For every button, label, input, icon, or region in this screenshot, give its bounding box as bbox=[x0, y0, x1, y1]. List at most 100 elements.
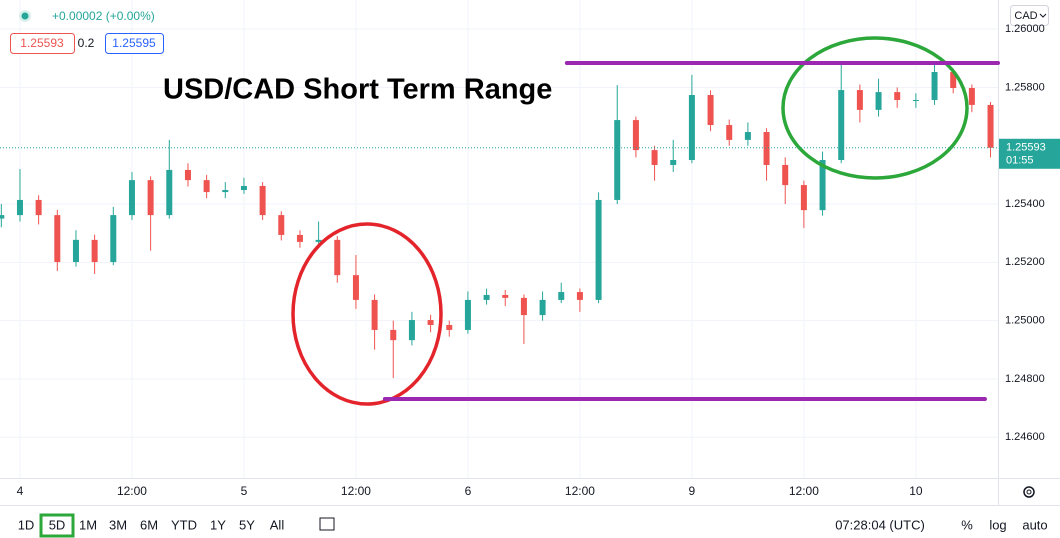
candle-body bbox=[931, 71, 938, 100]
candle-body bbox=[707, 95, 714, 126]
candle-body bbox=[278, 215, 285, 235]
candle-body bbox=[763, 132, 770, 165]
candle-body bbox=[446, 324, 453, 330]
x-tick-label: 4 bbox=[17, 484, 24, 498]
candle-body bbox=[0, 215, 5, 219]
candle-body bbox=[688, 95, 695, 161]
last-price-box bbox=[999, 138, 1060, 169]
range-ellipse bbox=[781, 36, 969, 180]
candle-body bbox=[558, 292, 565, 300]
candle-body bbox=[296, 234, 303, 242]
y-tick-label: 1.25400 bbox=[1005, 198, 1045, 210]
candle-body bbox=[390, 329, 397, 341]
range-selected bbox=[39, 513, 75, 538]
clock: 07:28:04 (UTC) bbox=[835, 517, 925, 532]
range-button[interactable]: YTD bbox=[171, 517, 197, 532]
range-button[interactable]: 5Y bbox=[239, 517, 255, 532]
x-tick-label: 12:00 bbox=[117, 484, 147, 498]
candle-body bbox=[614, 120, 621, 200]
bid[interactable]: 1.25593 bbox=[20, 36, 64, 50]
settings-icon[interactable] bbox=[1023, 486, 1035, 498]
candle-body bbox=[838, 90, 845, 161]
candle-body bbox=[166, 169, 173, 216]
candle-body bbox=[875, 92, 882, 110]
candle-body bbox=[352, 275, 359, 300]
ask[interactable]: 1.25595 bbox=[112, 36, 156, 50]
compare-icon[interactable] bbox=[319, 517, 335, 531]
log-toggle[interactable]: log bbox=[989, 517, 1006, 532]
range-button[interactable]: 1M bbox=[79, 517, 97, 532]
candle-body bbox=[595, 199, 602, 300]
range-button[interactable]: 6M bbox=[140, 517, 158, 532]
bid-box[interactable] bbox=[10, 33, 75, 54]
candle-body bbox=[203, 180, 210, 193]
x-tick-label: 5 bbox=[241, 484, 248, 498]
candle-body bbox=[576, 292, 583, 300]
candle-body bbox=[110, 215, 117, 263]
change: +0.00002 (+0.00%) bbox=[52, 9, 155, 23]
candle-body bbox=[520, 297, 527, 316]
candle-body bbox=[912, 99, 919, 101]
candle-body bbox=[315, 239, 322, 242]
candle-body bbox=[128, 180, 135, 216]
marks bbox=[0, 64, 994, 379]
x-tick-label: 9 bbox=[689, 484, 696, 498]
candle-body bbox=[483, 294, 490, 300]
range-button[interactable]: 5D bbox=[49, 517, 66, 532]
candle-body bbox=[427, 320, 434, 325]
candle-body bbox=[670, 160, 677, 165]
candle-body bbox=[334, 239, 341, 276]
candle-body bbox=[950, 71, 957, 89]
range-button[interactable]: 3M bbox=[109, 517, 127, 532]
x-tick-label: 10 bbox=[909, 484, 923, 498]
candle-body bbox=[371, 299, 378, 330]
x-tick-label: 12:00 bbox=[341, 484, 371, 498]
candle-body bbox=[184, 169, 191, 181]
x-tick-label: 6 bbox=[465, 484, 472, 498]
candle-body bbox=[987, 104, 994, 148]
candle-body bbox=[632, 120, 639, 151]
candle-body bbox=[782, 164, 789, 186]
range-button[interactable]: All bbox=[270, 517, 285, 532]
currency-select[interactable] bbox=[1010, 5, 1049, 26]
range-button[interactable]: 1Y bbox=[210, 517, 226, 532]
candle-body bbox=[819, 160, 826, 211]
spread: 0.2 bbox=[78, 36, 95, 50]
x-tick-label: 12:00 bbox=[789, 484, 819, 498]
candle-body bbox=[35, 199, 42, 216]
x-tick-label: 12:00 bbox=[565, 484, 595, 498]
candle-body bbox=[72, 239, 79, 263]
candle-body bbox=[54, 215, 61, 263]
auto-toggle[interactable]: auto bbox=[1022, 517, 1047, 532]
ask-box[interactable] bbox=[105, 33, 164, 54]
y-tick-label: 1.24800 bbox=[1005, 373, 1045, 385]
range-button[interactable]: 1D bbox=[18, 517, 35, 532]
countdown: 01:55 bbox=[1006, 155, 1034, 167]
candle-body bbox=[800, 185, 807, 211]
candle-body bbox=[464, 299, 471, 330]
y-tick-label: 1.26000 bbox=[1005, 23, 1045, 35]
y-tick-label: 1.25200 bbox=[1005, 256, 1045, 268]
percent-toggle[interactable]: % bbox=[961, 517, 973, 532]
candle-body bbox=[147, 180, 154, 216]
candle-body bbox=[240, 185, 247, 191]
chart-title: USD/CAD Short Term Range bbox=[163, 74, 552, 106]
candle-body bbox=[856, 90, 863, 110]
status-dot bbox=[21, 12, 29, 20]
y-tick-label: 1.25000 bbox=[1005, 315, 1045, 327]
currency[interactable]: CAD bbox=[1014, 10, 1037, 22]
last-price-label: 1.25593 bbox=[1006, 142, 1046, 154]
range-ellipse bbox=[291, 222, 443, 406]
toolbar: 1D 5D 1M 3M 6M YTD 1Y 5Y All 07:28:04 (UTC)% log au… bbox=[18, 513, 1048, 538]
candle-body bbox=[91, 239, 98, 263]
candle-body bbox=[408, 320, 415, 341]
candle-body bbox=[502, 294, 509, 298]
candle-body bbox=[222, 190, 229, 193]
candle-body bbox=[726, 125, 733, 140]
y-tick-label: 1.25800 bbox=[1005, 81, 1045, 93]
candle-body bbox=[894, 92, 901, 100]
candle-body bbox=[968, 88, 975, 105]
candle-body bbox=[539, 299, 546, 316]
